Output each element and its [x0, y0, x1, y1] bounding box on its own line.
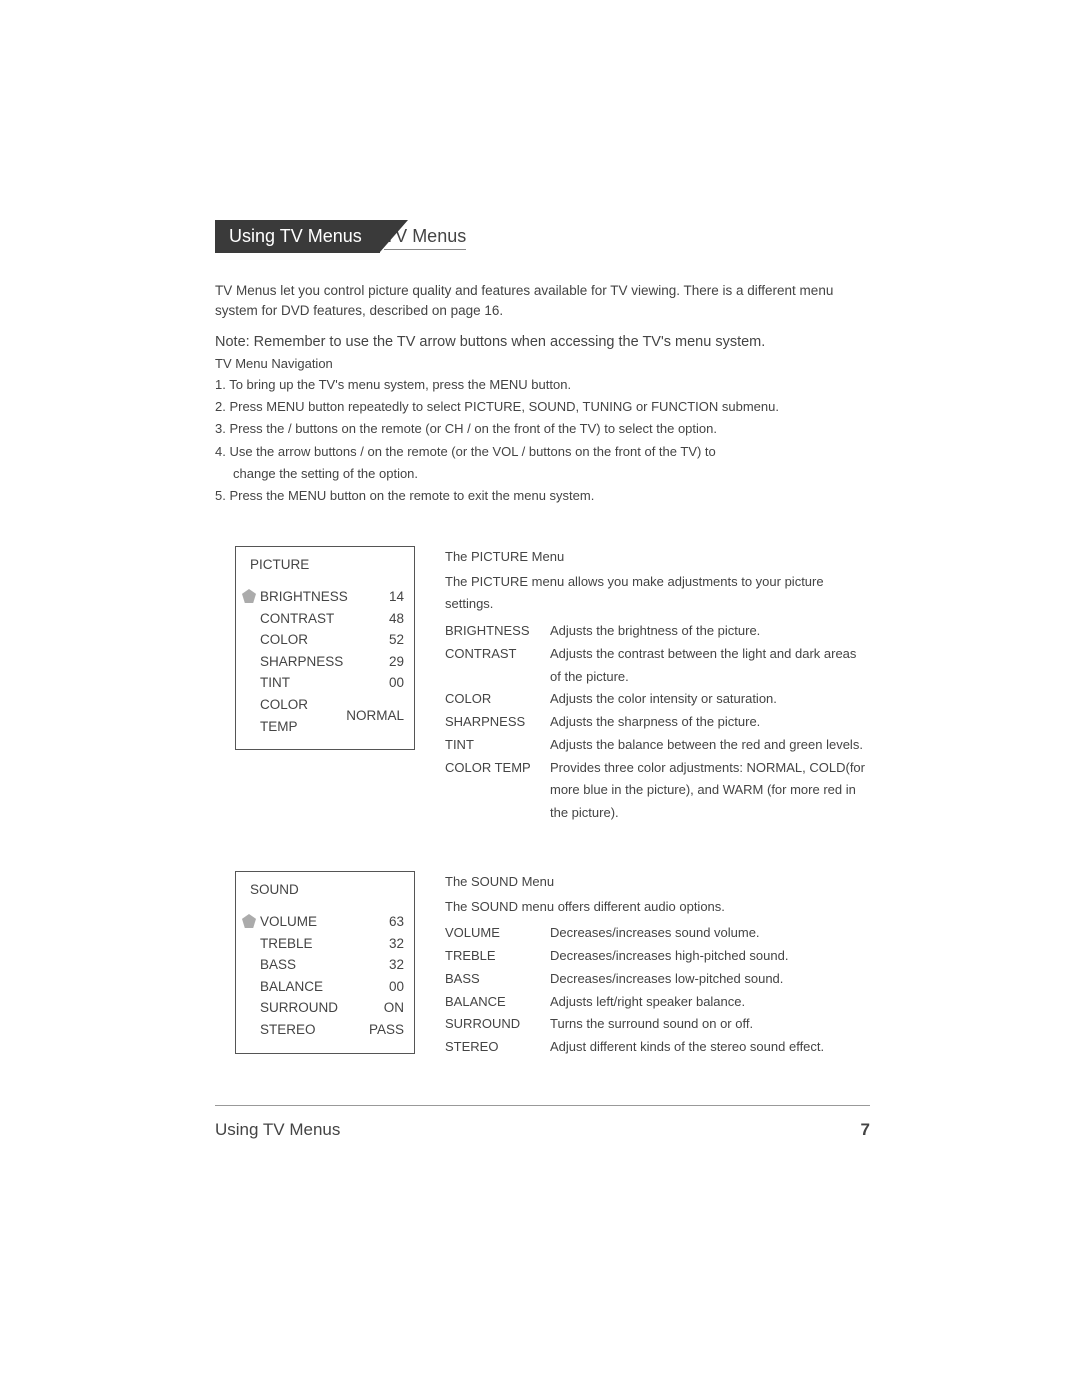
picture-row-value: 14 [389, 586, 406, 608]
picture-item-text: Adjusts the brightness of the picture. [550, 620, 870, 643]
sound-item: VOLUMEDecreases/increases sound volume. [445, 922, 870, 945]
picture-item-text: Adjusts the color intensity or saturatio… [550, 688, 870, 711]
footer-title: Using TV Menus [215, 1120, 340, 1140]
sound-row-label: BASS [260, 954, 296, 976]
sound-item-label: STEREO [445, 1036, 550, 1059]
sound-item-label: VOLUME [445, 922, 550, 945]
sound-item-label: TREBLE [445, 945, 550, 968]
sound-block: SOUND VOLUME63TREBLE32BASS32BALANCE00SUR… [215, 871, 870, 1059]
sound-desc-intro: The SOUND menu offers different audio op… [445, 896, 870, 919]
nav-step: 1. To bring up the TV's menu system, pre… [215, 375, 870, 395]
sound-row: VOLUME 63 [244, 911, 406, 933]
page-number: 7 [861, 1120, 870, 1140]
sound-row-label: STEREO [260, 1019, 316, 1041]
sound-row-label: SURROUND [260, 997, 338, 1019]
sound-row-label: VOLUME [260, 911, 317, 933]
picture-row-label: SHARPNESS [260, 651, 343, 673]
picture-item: CONTRASTAdjusts the contrast between the… [445, 643, 870, 689]
sound-box-title: SOUND [244, 882, 406, 897]
sound-row: TREBLE 32 [244, 933, 406, 955]
sound-row-label: TREBLE [260, 933, 313, 955]
sound-row: BASS 32 [244, 954, 406, 976]
sound-item: BALANCEAdjusts left/right speaker balanc… [445, 991, 870, 1014]
sound-item-text: Decreases/increases high-pitched sound. [550, 945, 870, 968]
sound-row-value: 32 [389, 933, 406, 955]
sound-row-label: BALANCE [260, 976, 323, 998]
sound-item: STEREOAdjust different kinds of the ster… [445, 1036, 870, 1059]
sound-row-value: 32 [389, 954, 406, 976]
picture-item: TINTAdjusts the balance between the red … [445, 734, 870, 757]
sound-item-text: Adjust different kinds of the stereo sou… [550, 1036, 870, 1059]
picture-item-label: TINT [445, 734, 550, 757]
picture-box-title: PICTURE [244, 557, 406, 572]
picture-row: BRIGHTNESS 14 [244, 586, 406, 608]
sound-item-text: Turns the surround sound on or off. [550, 1013, 870, 1036]
sound-menu-box: SOUND VOLUME63TREBLE32BASS32BALANCE00SUR… [235, 871, 415, 1054]
picture-item-text: Adjusts the balance between the red and … [550, 734, 870, 757]
picture-menu-box: PICTURE BRIGHTNESS14CONTRAST48COLOR52SHA… [235, 546, 415, 750]
picture-item-text: Provides three color adjustments: NORMAL… [550, 757, 870, 825]
sound-description: The SOUND Menu The SOUND menu offers dif… [445, 871, 870, 1059]
picture-item-text: Adjusts the contrast between the light a… [550, 643, 870, 689]
sound-item: SURROUNDTurns the surround sound on or o… [445, 1013, 870, 1036]
picture-row-value: 00 [389, 672, 406, 694]
picture-item: COLOR TEMPProvides three color adjustmen… [445, 757, 870, 825]
picture-item-label: COLOR TEMP [445, 757, 550, 825]
chapter-tab: Using TV Menus [215, 220, 380, 253]
sound-item-text: Decreases/increases low-pitched sound. [550, 968, 870, 991]
picture-row: COLOR 52 [244, 629, 406, 651]
sound-desc-title: The SOUND Menu [445, 871, 870, 894]
picture-item-label: CONTRAST [445, 643, 550, 689]
picture-row-label: COLOR [260, 629, 308, 651]
sound-row: STEREO PASS [244, 1019, 406, 1041]
picture-row-value: NORMAL [346, 705, 406, 727]
section-intro: TV Menus let you control picture quality… [215, 281, 870, 320]
sound-item-text: Decreases/increases sound volume. [550, 922, 870, 945]
picture-item: COLORAdjusts the color intensity or satu… [445, 688, 870, 711]
picture-item-text: Adjusts the sharpness of the picture. [550, 711, 870, 734]
picture-item: BRIGHTNESSAdjusts the brightness of the … [445, 620, 870, 643]
sound-row: SURROUND ON [244, 997, 406, 1019]
sound-item: BASSDecreases/increases low-pitched soun… [445, 968, 870, 991]
picture-row-value: 29 [389, 651, 406, 673]
nav-step: 5. Press the MENU button on the remote t… [215, 486, 870, 506]
sound-item-text: Adjusts left/right speaker balance. [550, 991, 870, 1014]
picture-desc-title: The PICTURE Menu [445, 546, 870, 569]
picture-row: COLOR TEMPNORMAL [244, 694, 406, 737]
picture-row: CONTRAST 48 [244, 608, 406, 630]
picture-description: The PICTURE Menu The PICTURE menu allows… [445, 546, 870, 825]
page-footer: Using TV Menus 7 [0, 1106, 1080, 1140]
sound-item-label: SURROUND [445, 1013, 550, 1036]
sound-item-label: BASS [445, 968, 550, 991]
nav-heading: TV Menu Navigation [215, 356, 870, 371]
sound-row: BALANCE 00 [244, 976, 406, 998]
picture-row-label: COLOR TEMP [260, 694, 346, 737]
nav-steps: 1. To bring up the TV's menu system, pre… [215, 375, 870, 506]
sound-item-label: BALANCE [445, 991, 550, 1014]
picture-desc-intro: The PICTURE menu allows you make adjustm… [445, 571, 870, 617]
sound-item: TREBLEDecreases/increases high-pitched s… [445, 945, 870, 968]
picture-row-label: CONTRAST [260, 608, 334, 630]
picture-row-label: BRIGHTNESS [260, 586, 348, 608]
picture-row: SHARPNESS 29 [244, 651, 406, 673]
picture-item-label: BRIGHTNESS [445, 620, 550, 643]
sound-row-value: 63 [389, 911, 406, 933]
nav-step: 3. Press the / buttons on the remote (or… [215, 419, 870, 439]
picture-block: PICTURE BRIGHTNESS14CONTRAST48COLOR52SHA… [215, 546, 870, 825]
picture-row-label: TINT [260, 672, 290, 694]
picture-item: SHARPNESSAdjusts the sharpness of the pi… [445, 711, 870, 734]
nav-step-cont: change the setting of the option. [215, 464, 870, 484]
picture-row: TINT 00 [244, 672, 406, 694]
nav-step: 4. Use the arrow buttons / on the remote… [215, 442, 870, 462]
nav-step: 2. Press MENU button repeatedly to selec… [215, 397, 870, 417]
picture-row-value: 52 [389, 629, 406, 651]
section-note: Note: Remember to use the TV arrow butto… [215, 334, 870, 350]
picture-row-value: 48 [389, 608, 406, 630]
picture-item-label: COLOR [445, 688, 550, 711]
sound-row-value: ON [384, 997, 406, 1019]
sound-row-value: 00 [389, 976, 406, 998]
picture-item-label: SHARPNESS [445, 711, 550, 734]
sound-row-value: PASS [369, 1019, 406, 1041]
